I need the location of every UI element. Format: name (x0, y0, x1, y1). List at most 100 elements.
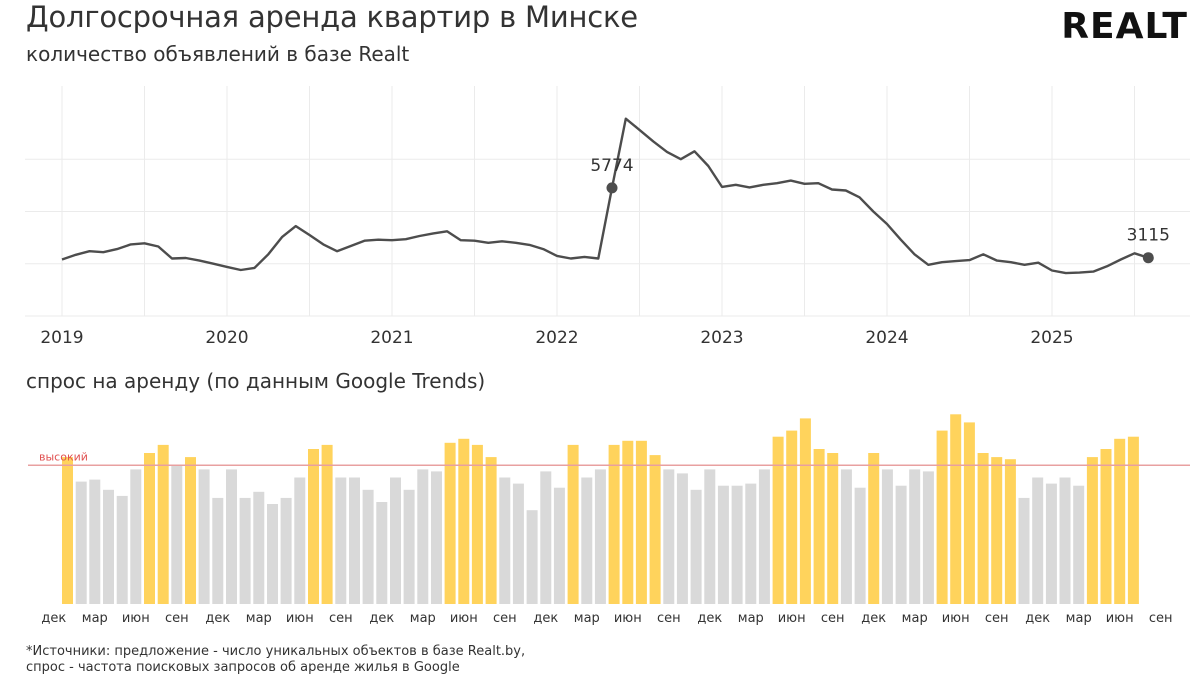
demand-bar (635, 440, 647, 604)
demand-bar (253, 491, 265, 604)
demand-bar (62, 457, 73, 604)
line-chart-x-tick-label: 2022 (535, 328, 578, 348)
demand-bar (89, 479, 101, 604)
bar-chart-x-tick-label: июн (286, 611, 314, 626)
bar-chart-x-tick-label: июн (942, 611, 970, 626)
chart-title: Долгосрочная аренда квартир в Минске (26, 0, 638, 34)
demand-bar (526, 510, 538, 604)
line-chart-x-tick-label: 2025 (1030, 328, 1073, 348)
chart-subtitle: количество объявлений в базе Realt (26, 42, 410, 66)
demand-bar (417, 469, 429, 604)
bar-chart-x-tick-label: июн (614, 611, 642, 626)
demand-bar (553, 487, 565, 604)
demand-bar (704, 469, 716, 604)
demand-bar (1086, 457, 1098, 604)
demand-bar (663, 469, 675, 604)
demand-bar (144, 453, 155, 604)
demand-bar (581, 477, 593, 604)
demand-bar (690, 489, 702, 604)
demand-bar (485, 457, 497, 604)
demand-bar (308, 449, 319, 604)
demand-bar (512, 483, 524, 604)
demand-bar (799, 418, 811, 604)
demand-bar (676, 473, 688, 604)
demand-bar (280, 497, 292, 604)
demand-bar (758, 469, 770, 604)
demand-bar (963, 422, 975, 604)
demand-bar (171, 465, 183, 604)
demand-bar (198, 469, 210, 604)
demand-bar (909, 469, 921, 604)
demand-bar (75, 481, 87, 604)
demand-bar (608, 444, 620, 604)
demand-bar (622, 440, 634, 604)
bar-chart-x-tick-label: мар (738, 611, 764, 626)
demand-bar (1004, 459, 1016, 604)
line-chart-data-label: 5774 (590, 156, 633, 176)
bar-chart-x-tick-label: сен (821, 611, 845, 626)
bar-chart-x-tick-label: июн (1106, 611, 1134, 626)
bar-chart-x-tick-label: июн (122, 611, 150, 626)
demand-bar (567, 444, 579, 604)
bar-chart-x-tick-label: дек (861, 611, 886, 626)
demand-bar (840, 469, 852, 604)
demand-bar (895, 485, 907, 604)
footnote: *Источники: предложение - число уникальн… (26, 644, 525, 676)
line-chart-data-label: 3115 (1127, 226, 1170, 246)
line-chart-x-tick-label: 2023 (700, 328, 743, 348)
demand-bar (786, 430, 798, 604)
demand-bar (1127, 436, 1139, 604)
demand-bar (1059, 477, 1071, 604)
line-chart-x-tick-label: 2020 (205, 328, 248, 348)
demand-bar (717, 485, 729, 604)
demand-bar (499, 477, 511, 604)
listings-series-line (61, 117, 1149, 275)
demand-bar (239, 497, 251, 604)
demand-bar (936, 430, 948, 604)
demand-bar (540, 471, 552, 604)
bar-chart-x-tick-label: дек (697, 611, 722, 626)
demand-bar (362, 489, 374, 604)
demand-bar (130, 469, 142, 604)
demand-bar (649, 455, 661, 604)
footnote-line-1: *Источники: предложение - число уникальн… (26, 644, 526, 659)
demand-bar (594, 469, 606, 604)
bar-chart-x-tick-label: дек (369, 611, 394, 626)
demand-bar (881, 469, 893, 604)
demand-bar (1114, 438, 1126, 604)
bar-chart-x-tick-label: мар (902, 611, 928, 626)
demand-bar (390, 477, 401, 604)
demand-bar (1018, 497, 1030, 604)
bar-chart-x-tick-label: июн (778, 611, 806, 626)
demand-chart-title: спрос на аренду (по данным Google Trends… (26, 369, 486, 393)
bar-chart-x-tick-label: мар (82, 611, 108, 626)
demand-bar (745, 483, 757, 604)
demand-bar (103, 489, 114, 604)
demand-bar (444, 442, 456, 604)
bar-chart-x-tick-label: дек (41, 611, 66, 626)
bar-chart-x-tick-label: сен (329, 611, 353, 626)
demand-bar (1073, 485, 1085, 604)
bar-chart-x-tick-label: мар (574, 611, 600, 626)
demand-bar (335, 477, 347, 604)
demand-bar (1032, 477, 1044, 604)
bar-chart-x-tick-label: дек (533, 611, 558, 626)
bar-chart-x-tick-label: дек (205, 611, 230, 626)
demand-bar (991, 457, 1003, 604)
bar-chart-x-tick-label: дек (1025, 611, 1050, 626)
demand-bar (226, 469, 237, 604)
bar-chart-x-tick-label: мар (410, 611, 436, 626)
demand-bar (157, 444, 169, 604)
bar-chart-x-tick-label: мар (1066, 611, 1092, 626)
demand-bar (731, 485, 743, 604)
demand-bar (1100, 449, 1112, 604)
demand-bar (813, 449, 825, 604)
line-chart-x-tick-label: 2019 (40, 328, 83, 348)
demand-bar (772, 436, 784, 604)
demand-bar (950, 414, 962, 604)
demand-bar (403, 489, 415, 604)
bar-chart-x-tick-label: мар (246, 611, 272, 626)
bar-chart-x-tick-label: июн (450, 611, 478, 626)
demand-bar (458, 438, 470, 604)
line-chart-point-marker (1142, 252, 1154, 264)
